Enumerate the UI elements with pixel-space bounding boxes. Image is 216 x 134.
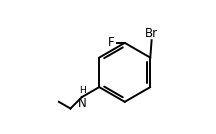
Text: F: F xyxy=(107,36,114,49)
Text: H: H xyxy=(79,86,86,95)
Text: N: N xyxy=(78,97,87,110)
Text: Br: Br xyxy=(145,27,158,40)
